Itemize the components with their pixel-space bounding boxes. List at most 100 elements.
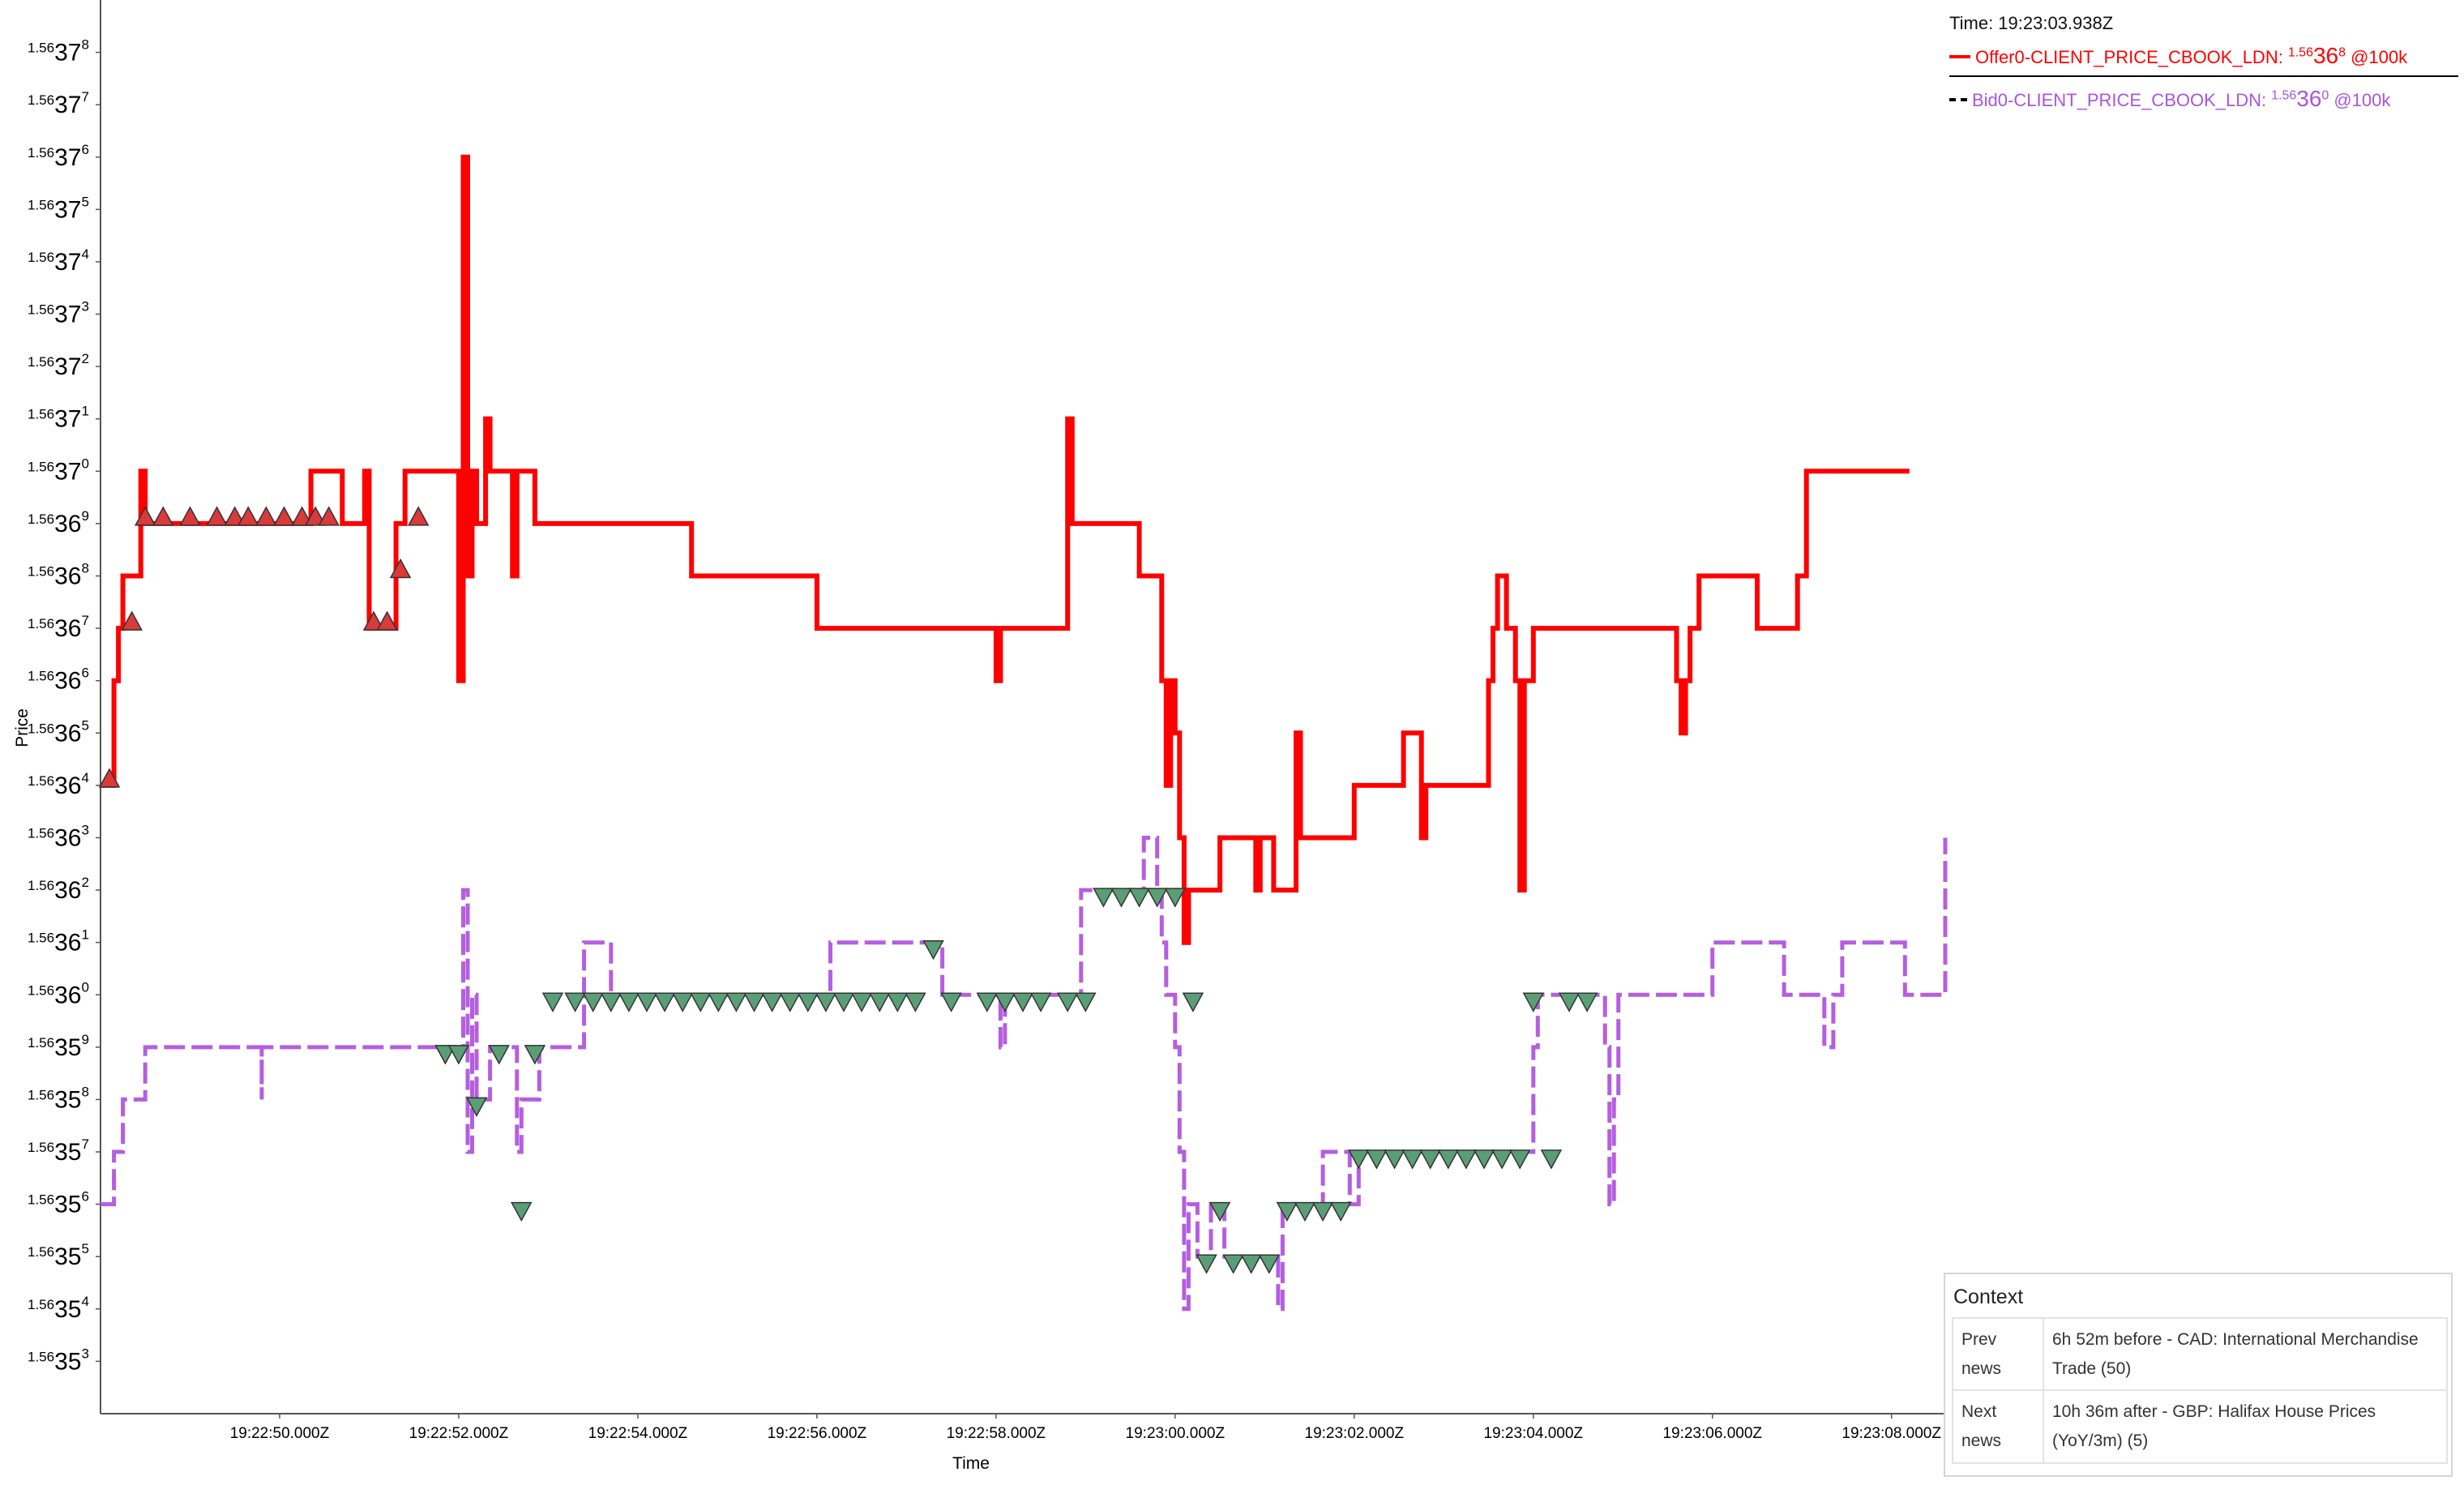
bid-trade-marker (488, 1045, 510, 1065)
bid-trade-marker (524, 1045, 546, 1065)
y-axis-ticks: 1.56353 1.56354 1.56355 1.56356 1.56357 1.563… (28, 37, 101, 1375)
bid-trade-marker (653, 992, 676, 1012)
bid-trade-marker (1222, 1254, 1244, 1274)
legend-divider (1949, 75, 2458, 78)
y-axis-title: Price (13, 708, 32, 747)
offer-series-name: Offer0-CLIENT_PRICE_CBOOK_LDN: (1975, 46, 2283, 67)
offer-trade-marker (224, 506, 246, 526)
x-tick-label: 19:22:50.000Z (230, 1425, 330, 1442)
bid-trade-marker (1093, 888, 1114, 908)
bid-trade-marker (1455, 1149, 1478, 1170)
chart-legend: Time: 19:23:03.938Z Offer0-CLIENT_PRICE_… (1949, 11, 2458, 114)
prev-news-label: Prev news (1952, 1316, 2044, 1392)
bid-trade-marker (922, 939, 944, 961)
bid-trade-marker (1294, 1201, 1316, 1222)
bid-trade-marker (1056, 992, 1079, 1012)
bid-trade-marker (465, 1097, 488, 1117)
offer-trade-marker (407, 506, 430, 526)
offer-trade-marker (121, 610, 143, 631)
offer-swatch-icon (1949, 54, 1970, 58)
y-tick-label: 1.56371 (28, 404, 89, 433)
y-tick-label: 1.56356 (28, 1189, 89, 1218)
bid-trade-marker (1075, 992, 1097, 1012)
y-tick-label: 1.56366 (28, 665, 89, 695)
bid-trade-marker (815, 992, 837, 1012)
bid-swatch-icon (1949, 98, 1967, 102)
bid-trade-marker (1240, 1254, 1262, 1274)
legend-item-offer[interactable]: Offer0-CLIENT_PRICE_CBOOK_LDN: 1.56368 @… (1949, 41, 2458, 71)
y-tick-label: 1.56359 (28, 1032, 89, 1061)
bid-price: 1.56360 (2271, 83, 2329, 114)
offer-price: 1.56368 (2288, 41, 2346, 71)
bid-trade-marker (1522, 992, 1545, 1012)
y-tick-label: 1.56373 (28, 299, 89, 328)
bid-price-sup: 0 (2321, 89, 2329, 104)
x-tick-label: 19:23:06.000Z (1662, 1425, 1762, 1442)
prev-news-text: 6h 52m before - CAD: International Merch… (2043, 1316, 2448, 1392)
context-row-prev: Prev news 6h 52m before - CAD: Internati… (1952, 1316, 2448, 1392)
bid-trade-marker (1164, 888, 1187, 908)
bid-trade-marker (779, 992, 801, 1012)
bid-trade-marker (905, 992, 926, 1012)
bid-trade-marker (600, 992, 622, 1012)
context-panel: Context Prev news 6h 52m before - CAD: I… (1944, 1273, 2453, 1477)
offer-trade-marker (304, 506, 327, 526)
bid-trade-marker (1508, 1149, 1531, 1170)
bid-trade-marker (1437, 1149, 1460, 1170)
offer-size: @100k (2351, 46, 2408, 67)
bid-trade-marker (690, 992, 712, 1012)
bid-trade-marker (725, 992, 747, 1012)
x-axis-title: Time (952, 1454, 990, 1473)
y-tick-label: 1.56370 (28, 456, 89, 485)
offer-price-main: 36 (2312, 42, 2339, 68)
offer-trade-marker (362, 610, 385, 631)
bid-trade-marker (761, 992, 783, 1012)
y-tick-label: 1.56363 (28, 822, 89, 851)
x-tick-label: 19:22:52.000Z (409, 1425, 509, 1442)
next-news-text: 10h 36m after - GBP: Halifax House Price… (2043, 1389, 2448, 1464)
y-tick-label: 1.56367 (28, 613, 89, 642)
offer-trade-marker (237, 506, 259, 526)
y-tick-label: 1.56353 (28, 1346, 89, 1375)
next-news-label: Next news (1952, 1389, 2044, 1464)
bid-price-prefix: 1.56 (2271, 89, 2297, 104)
y-tick-label: 1.56372 (28, 351, 89, 380)
bid-trade-marker (1491, 1149, 1513, 1170)
offer-trade-marker (152, 506, 174, 526)
bid-trade-marker (1146, 888, 1168, 908)
bid-size: @100k (2334, 90, 2391, 111)
bid-trade-marker (1540, 1149, 1563, 1170)
offer-price-prefix: 1.56 (2287, 45, 2313, 60)
y-tick-label: 1.56378 (28, 37, 89, 66)
bid-trade-marker (832, 992, 855, 1012)
x-tick-label: 19:22:54.000Z (588, 1425, 688, 1442)
bid-trade-marker (434, 1045, 456, 1065)
y-tick-label: 1.56369 (28, 508, 89, 537)
bid-series-line (101, 836, 1948, 1312)
y-tick-label: 1.56374 (28, 246, 89, 276)
bid-trade-marker (1311, 1201, 1334, 1222)
bid-trade-marker (976, 992, 999, 1012)
bid-trade-marker (994, 992, 1016, 1012)
offer-trade-marker (98, 768, 121, 788)
y-tick-label: 1.56358 (28, 1084, 89, 1113)
bid-trade-marker (1012, 992, 1034, 1012)
bid-trade-marker (1558, 992, 1581, 1012)
y-tick-label: 1.56354 (28, 1294, 89, 1323)
bid-trade-marker (887, 992, 909, 1012)
y-tick-label: 1.56362 (28, 875, 89, 904)
bid-trade-marker (1258, 1254, 1281, 1274)
bid-price-main: 36 (2296, 86, 2322, 112)
offer-trade-marker (206, 506, 228, 526)
y-tick-label: 1.56368 (28, 561, 89, 590)
x-tick-label: 19:23:00.000Z (1126, 1425, 1226, 1442)
offer-trade-marker (273, 506, 295, 526)
bid-trade-marker (618, 992, 640, 1012)
bid-trade-marker (1348, 1149, 1370, 1170)
y-tick-label: 1.56360 (28, 979, 89, 1008)
y-tick-label: 1.56357 (28, 1136, 89, 1166)
x-tick-label: 19:23:04.000Z (1483, 1425, 1583, 1442)
context-table: Prev news 6h 52m before - CAD: Internati… (1952, 1316, 2448, 1464)
legend-item-bid[interactable]: Bid0-CLIENT_PRICE_CBOOK_LDN: 1.56360 @10… (1949, 83, 2458, 114)
bid-trade-marker (1276, 1201, 1298, 1222)
